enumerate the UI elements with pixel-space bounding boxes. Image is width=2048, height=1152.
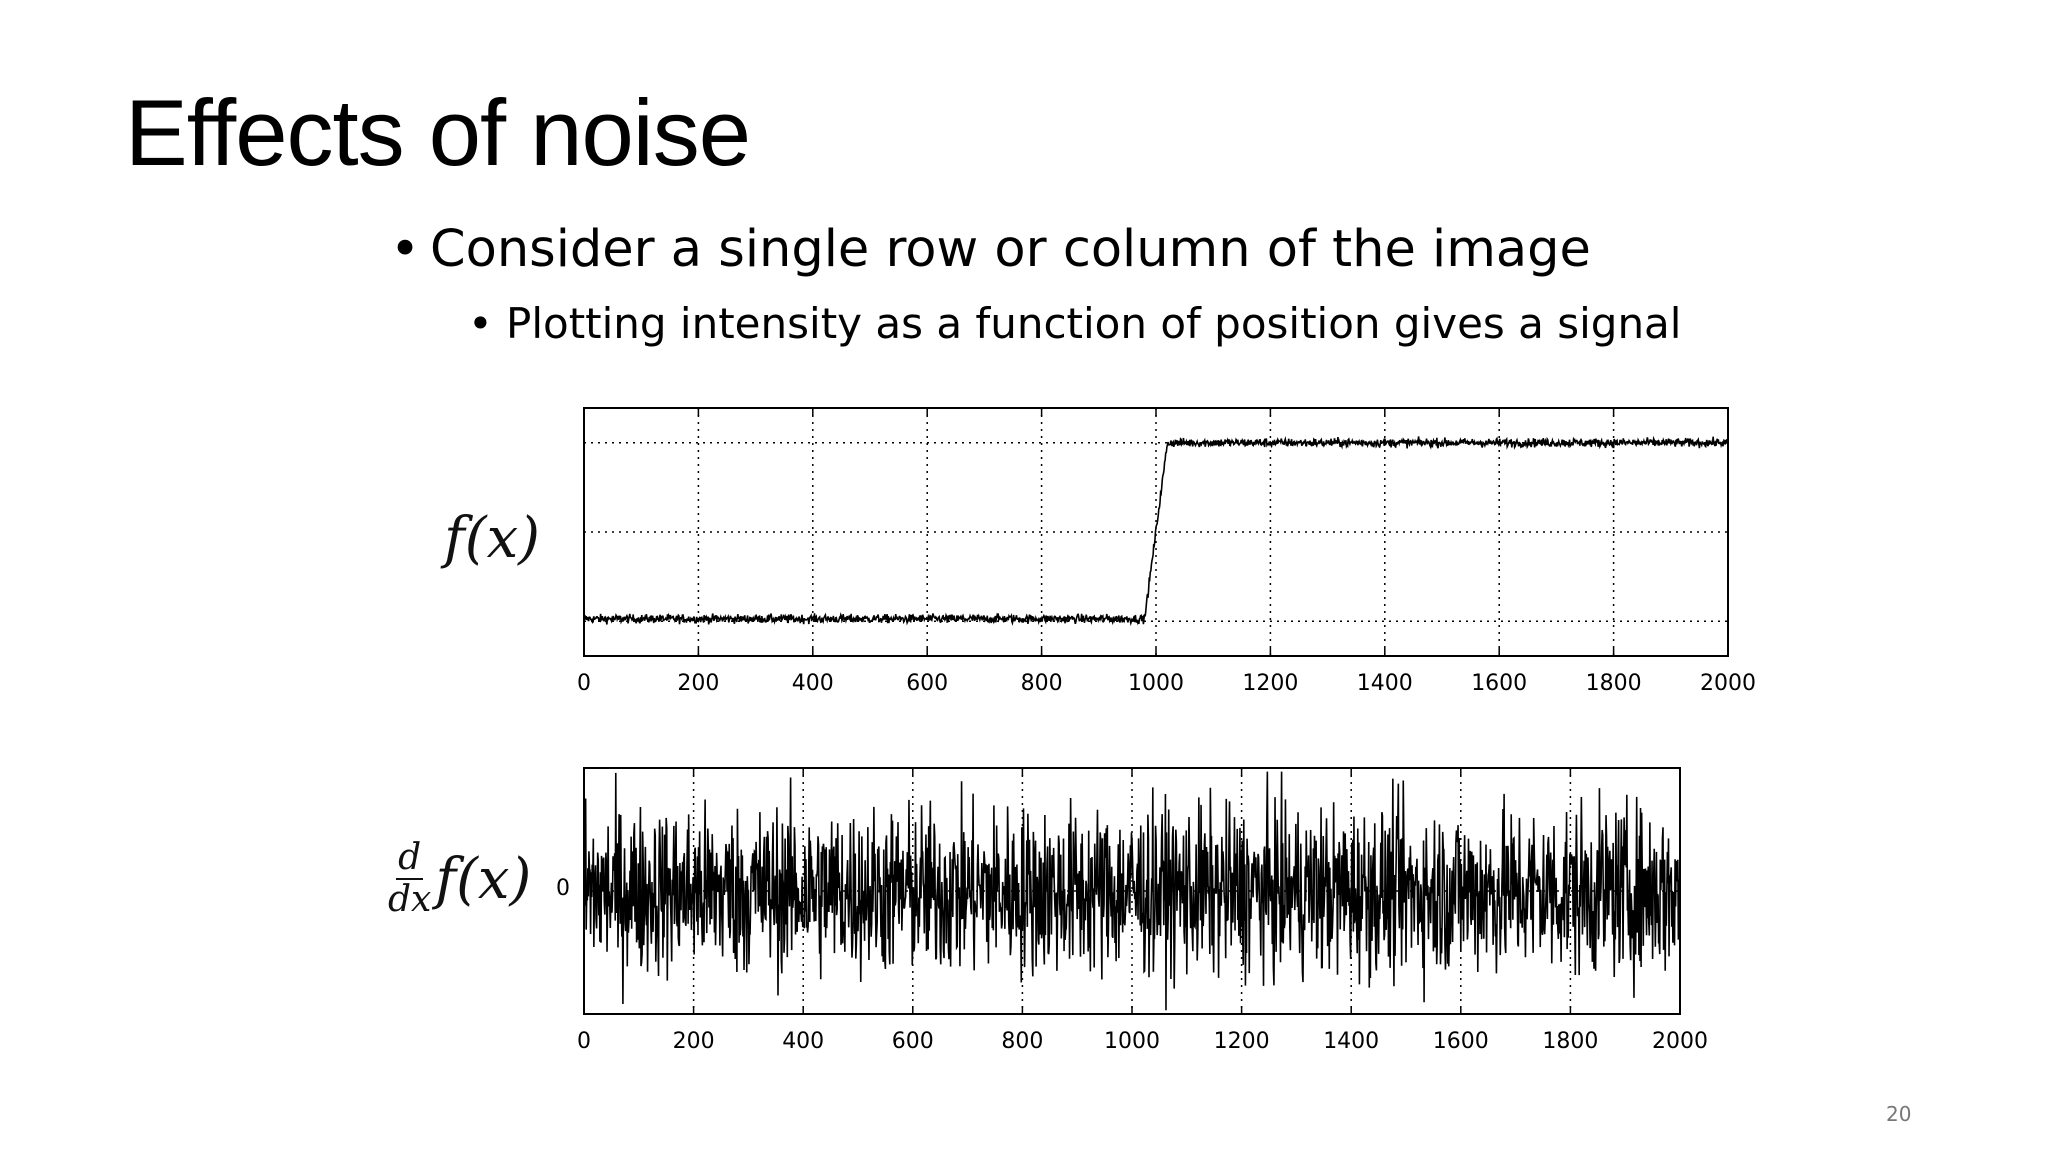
x-tick-label: 400 bbox=[782, 1029, 824, 1054]
x-tick-label: 600 bbox=[892, 1029, 934, 1054]
x-tick-label: 0 bbox=[577, 671, 591, 696]
bullet-level-1: • Consider a single row or column of the … bbox=[390, 224, 1591, 275]
x-tick-label: 400 bbox=[792, 671, 834, 696]
plot-frame bbox=[583, 407, 1729, 657]
bottom-chart-ylabel: d dx f(x) bbox=[388, 840, 531, 918]
derivative-fraction: d dx bbox=[388, 840, 431, 918]
top-chart-signal: 0 200 400 600 800 1000 1200 1400 1600 1800 2000 bbox=[577, 407, 1756, 696]
signal-line bbox=[583, 435, 1729, 627]
x-tick-label: 1600 bbox=[1471, 671, 1527, 696]
page-number: 20 bbox=[1886, 1102, 1912, 1126]
derivative-function: f(x) bbox=[435, 846, 532, 912]
plot-frame bbox=[583, 767, 1681, 1015]
x-tick-label: 200 bbox=[677, 671, 719, 696]
derivative-numerator: d bbox=[396, 837, 424, 880]
x-tick-label: 1000 bbox=[1104, 1029, 1160, 1054]
x-tick-label: 1400 bbox=[1323, 1029, 1379, 1054]
bottom-chart-derivative: 0 200 400 600 800 1000 1200 1400 1600 1800 2000 bbox=[577, 767, 1708, 1054]
bullet-2-text: Plotting intensity as a function of posi… bbox=[506, 299, 1682, 348]
x-tick-label: 1000 bbox=[1128, 671, 1184, 696]
bullet-1-text: Consider a single row or column of the i… bbox=[430, 220, 1591, 279]
x-tick-label: 0 bbox=[577, 1029, 591, 1054]
x-tick-label: 200 bbox=[673, 1029, 715, 1054]
bullet-level-2: • Plotting intensity as a function of pos… bbox=[468, 303, 1681, 345]
x-tick-label: 1800 bbox=[1586, 671, 1642, 696]
top-chart-ylabel: f(x) bbox=[444, 506, 541, 571]
x-tick-label: 1800 bbox=[1542, 1029, 1598, 1054]
x-tick-label: 1600 bbox=[1433, 1029, 1489, 1054]
derivative-line bbox=[583, 771, 1681, 1011]
derivative-denominator: dx bbox=[388, 879, 432, 920]
x-tick-label: 1200 bbox=[1214, 1029, 1270, 1054]
x-tick-label: 600 bbox=[906, 671, 948, 696]
slide-title: Effects of noise bbox=[125, 80, 751, 185]
bullet-dot-icon: • bbox=[468, 299, 493, 348]
x-tick-label: 800 bbox=[1001, 1029, 1043, 1054]
bullet-dot-icon: • bbox=[390, 220, 421, 279]
x-tick-label: 800 bbox=[1021, 671, 1063, 696]
bottom-chart-y-tick-zero: 0 bbox=[556, 876, 570, 901]
x-tick-label: 1400 bbox=[1357, 671, 1413, 696]
x-tick-label: 2000 bbox=[1700, 671, 1756, 696]
x-tick-label: 2000 bbox=[1652, 1029, 1708, 1054]
x-tick-label: 1200 bbox=[1242, 671, 1298, 696]
